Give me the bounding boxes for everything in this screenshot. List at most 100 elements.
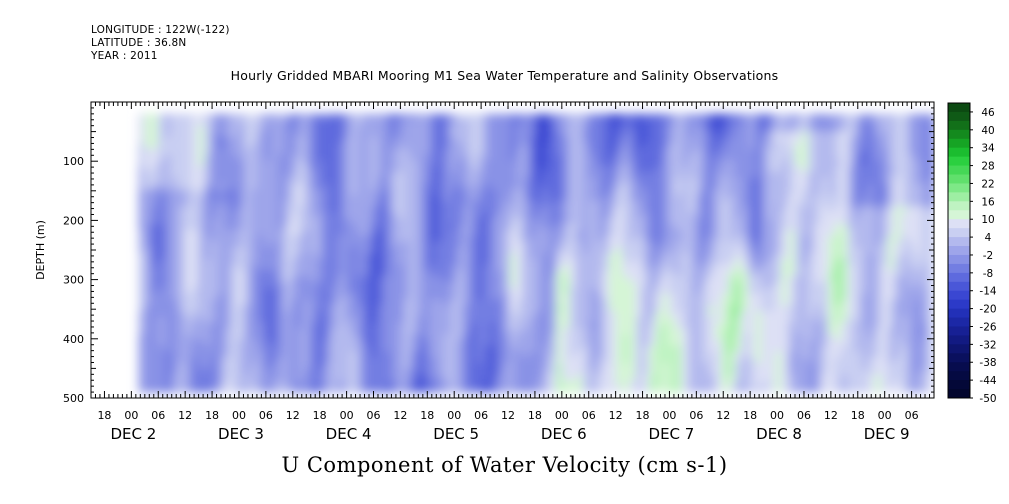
colorbar-swatch [948,272,970,283]
x-hour-tick-label: 00 [447,409,461,422]
colorbar-swatch [948,165,970,176]
colorbar-border [947,102,971,399]
colorbar-swatch [948,192,970,202]
colorbar-tick-label: 22 [981,178,994,190]
x-hour-tick-label: 06 [905,409,919,422]
colorbar-swatch [948,281,970,292]
colorbar-swatch [948,389,970,399]
x-hour-tick-label: 12 [501,409,515,422]
x-hour-tick-label: 18 [743,409,757,422]
x-hour-tick-label: 06 [366,409,380,422]
colorbar-swatch [948,183,970,193]
colorbar-swatch [948,138,970,149]
x-hour-tick-label: 00 [555,409,569,422]
colorbar-swatch [948,371,970,381]
colorbar-swatch [948,228,970,238]
x-hour-tick-label: 18 [313,409,327,422]
colorbar-swatch [948,103,970,113]
colorbar-tick-label: 46 [981,107,995,119]
colorbar-tick-label: -44 [979,375,996,387]
x-day-label: DEC 8 [756,425,802,443]
x-hour-tick-label: 06 [689,409,703,422]
x-day-label: DEC 7 [649,425,695,443]
x-day-label: DEC 4 [326,425,372,443]
x-hour-tick-label: 18 [420,409,434,422]
y-tick-label: 500 [63,392,84,405]
colorbar-tick-label: -32 [979,339,996,351]
colorbar-swatch [948,201,970,211]
colorbar-swatch [948,308,970,319]
colorbar-swatch [948,219,970,229]
colorbar-tick-label: 4 [985,232,992,244]
colorbar-swatch [948,254,970,265]
colorbar-tick-label: 28 [981,161,994,173]
x-hour-tick-label: 06 [474,409,488,422]
colorbar-swatch [948,344,970,354]
y-tick-label: 100 [63,155,84,168]
colorbar-tick-label: 40 [981,125,994,137]
variable-title: U Component of Water Velocity (cm s-1) [281,453,728,477]
colorbar-swatch [948,362,970,372]
colorbar-swatch [948,380,970,390]
latitude-label: LATITUDE : 36.8N [91,37,187,49]
x-hour-tick-label: 00 [124,409,138,422]
x-hour-tick-label: 06 [259,409,273,422]
colorbar-swatch [948,263,970,274]
x-hour-tick-label: 12 [609,409,623,422]
year-label: YEAR : 2011 [91,50,158,62]
x-hour-tick-label: 12 [716,409,730,422]
x-day-label: DEC 9 [864,425,910,443]
x-day-label: DEC 6 [541,425,587,443]
x-hour-tick-label: 18 [851,409,865,422]
x-hour-tick-label: 00 [340,409,354,422]
x-hour-tick-label: 12 [178,409,192,422]
y-tick-label: 200 [63,214,84,227]
x-hour-tick-label: 18 [205,409,219,422]
colorbar: 46 40 34 28 22 16 10 4 -2 -8 -14 -20 -26 -32 -38 -44 -50 [947,102,997,405]
x-hour-tick-label: 12 [393,409,407,422]
x-hour-tick-label: 18 [528,409,542,422]
y-axis-label: DEPTH (m) [34,220,47,280]
colorbar-tick-label: 16 [981,196,995,208]
x-hour-tick-label: 18 [636,409,650,422]
colorbar-swatch [948,299,970,310]
colorbar-swatch [948,210,970,220]
colorbar-tick-label: -14 [979,286,996,298]
colorbar-swatch [948,129,970,140]
colorbar-tick-label: -8 [983,268,993,280]
x-hour-tick-label: 00 [770,409,784,422]
x-hour-tick-label: 00 [232,409,246,422]
x-hour-tick-label: 06 [582,409,596,422]
colorbar-swatch [948,290,970,301]
colorbar-swatch [948,353,970,363]
colorbar-tick-label: -2 [983,250,993,262]
colorbar-swatch [948,174,970,184]
longitude-label: LONGITUDE : 122W(-122) [91,24,230,36]
colorbar-swatch [948,246,970,256]
x-hour-tick-label: 12 [286,409,300,422]
colorbar-swatch [948,156,970,167]
axes: 18 00 06 12 18 00 06 12 18 00 06 12 18 00 06 12 18 00 06 12… [34,102,935,443]
colorbar-tick-label: 34 [981,143,995,155]
x-hour-tick-label: 00 [878,409,892,422]
colorbar-tick-label: -38 [979,357,996,369]
colorbar-swatch [948,147,970,158]
x-hour-tick-label: 00 [662,409,676,422]
x-day-label: DEC 3 [218,425,264,443]
colorbar-swatch [948,237,970,247]
x-hour-tick-label: 06 [151,409,165,422]
chart-title: Hourly Gridded MBARI Mooring M1 Sea Wate… [230,68,779,83]
x-hour-tick-label: 18 [97,409,111,422]
x-day-label: DEC 5 [433,425,479,443]
x-hour-tick-label: 06 [797,409,811,422]
colorbar-tick-label: -26 [979,321,996,333]
colorbar-swatch [948,326,970,336]
heatmap-field [138,113,934,393]
colorbar-tick-label: 10 [981,214,994,226]
colorbar-swatch [948,335,970,345]
colorbar-swatch [948,120,970,131]
x-day-label: DEC 2 [110,425,156,443]
colorbar-tick-label: -50 [979,393,996,405]
colorbar-swatch [948,111,970,122]
